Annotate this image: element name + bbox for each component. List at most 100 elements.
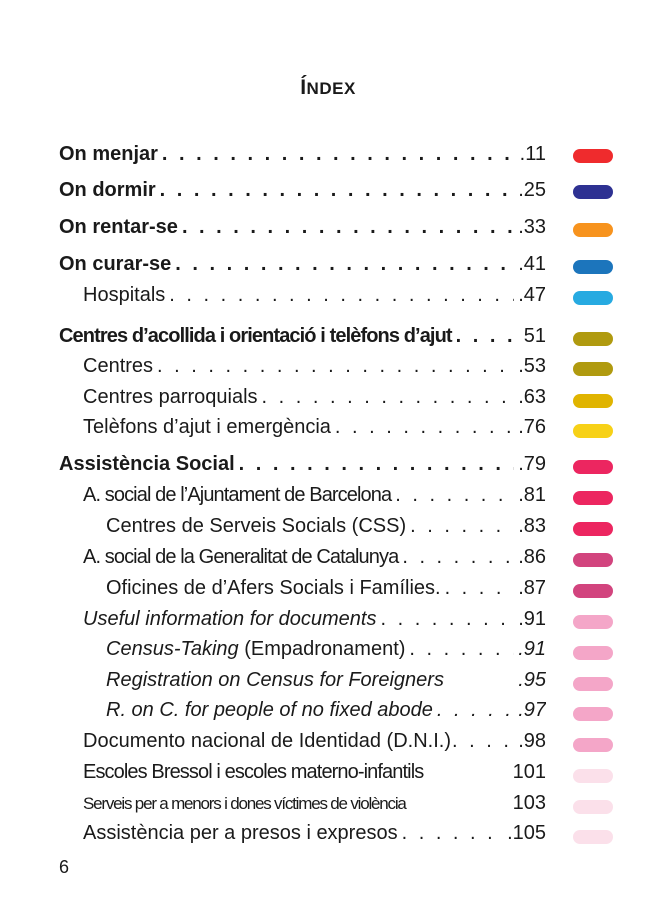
toc-entry[interactable]: Assistència Social .79 [59, 453, 546, 476]
toc-label: Assistència per a presos i expresos [83, 822, 398, 844]
toc-page: 101 [512, 761, 546, 783]
dot-leader [169, 284, 514, 307]
toc-label: A. social de la Generalitat de Catalunya [83, 546, 399, 568]
toc-label: On curar-se [59, 253, 172, 275]
toc-page: .95 [518, 669, 546, 691]
toc-row[interactable]: Useful information for documents .91 [0, 608, 656, 634]
toc-page: 103 [512, 792, 546, 814]
toc-page: .87 [518, 577, 546, 599]
toc-entry[interactable]: Centres parroquials .63 [83, 386, 546, 409]
toc-page: 51 [523, 325, 546, 347]
toc-page: .79 [518, 453, 546, 475]
toc-entry[interactable]: Centres de Serveis Socials (CSS) .83 [106, 515, 546, 538]
toc-row[interactable]: Registration on Census for Foreigners .9… [0, 669, 656, 695]
toc-entry[interactable]: On curar-se .41 [59, 253, 546, 276]
toc-row[interactable]: Documento nacional de Identidad (D.N.I.)… [0, 730, 656, 756]
color-tab [573, 522, 613, 536]
toc-entry[interactable]: A. social de l’Ajuntament de Barcelona .… [83, 484, 546, 507]
color-tab [573, 738, 613, 752]
toc-page: .83 [518, 515, 546, 537]
toc-label: Centres [83, 355, 154, 377]
toc-entry[interactable]: On rentar-se .33 [59, 216, 546, 239]
toc-entry[interactable]: R. on C. for people of no fixed abode .9… [106, 699, 546, 722]
toc-row[interactable]: Centres d’acollida i orientació i telèfo… [0, 325, 656, 351]
toc-row[interactable]: On dormir .25 [0, 179, 656, 205]
toc-label: Centres parroquials [83, 386, 258, 408]
dot-leader [402, 546, 514, 569]
toc-label: A. social de l’Ajuntament de Barcelona [83, 484, 392, 506]
color-tab [573, 362, 613, 376]
toc-page: .91 [518, 638, 546, 660]
toc-row[interactable]: R. on C. for people of no fixed abode .9… [0, 699, 656, 725]
toc-label: Assistència Social [59, 453, 235, 475]
dot-leader [380, 608, 514, 631]
toc-entry[interactable]: Hospitals .47 [83, 284, 546, 307]
toc-row[interactable]: Centres .53 [0, 355, 656, 381]
toc-entry[interactable]: Escoles Bressol i escoles materno-infant… [83, 761, 546, 784]
toc-row[interactable]: Escoles Bressol i escoles materno-infant… [0, 761, 656, 787]
toc-row[interactable]: Serveis per a menors i dones víctimes de… [0, 792, 656, 818]
page-number: 6 [59, 857, 70, 877]
toc-label: Useful information for documents [83, 608, 377, 630]
toc-row[interactable]: Census-Taking (Empadronament) .91 [0, 638, 656, 664]
dot-leader [437, 699, 514, 722]
toc-entry[interactable]: Assistència per a presos i expresos .105 [83, 822, 546, 845]
toc-page: .41 [518, 253, 546, 275]
toc-row[interactable]: Centres de Serveis Socials (CSS) .83 [0, 515, 656, 541]
dot-leader [157, 355, 514, 378]
toc-row[interactable]: Oficines de d’Afers Socials i Famílies. … [0, 577, 656, 603]
toc-row[interactable]: Telèfons d’ajut i emergència .76 [0, 416, 656, 442]
toc-entry[interactable]: Centres d’acollida i orientació i telèfo… [59, 325, 546, 348]
toc-entry[interactable]: Telèfons d’ajut i emergència .76 [83, 416, 546, 439]
color-tab [573, 460, 613, 474]
toc-page: .63 [518, 386, 546, 408]
toc-page: .11 [519, 143, 546, 165]
toc-page: .91 [518, 608, 546, 630]
toc-row[interactable]: Hospitals .47 [0, 284, 656, 310]
dot-leader [452, 730, 517, 753]
color-tab [573, 291, 613, 305]
color-tab [573, 185, 613, 199]
color-tab [573, 260, 613, 274]
color-tab [573, 646, 613, 660]
toc-entry[interactable]: A. social de la Generalitat de Catalunya… [83, 546, 546, 569]
toc-page: .97 [518, 699, 546, 721]
toc-page: .53 [518, 355, 546, 377]
toc-row[interactable]: On rentar-se .33 [0, 216, 656, 242]
toc-label: Telèfons d’ajut i emergència [83, 416, 331, 438]
toc-entry[interactable]: Oficines de d’Afers Socials i Famílies. … [106, 577, 546, 600]
dot-leader [402, 822, 503, 845]
toc-page: .81 [518, 484, 546, 506]
toc-entry[interactable]: On menjar .11 [59, 143, 546, 166]
dot-leader [162, 143, 516, 166]
toc-row[interactable]: Centres parroquials .63 [0, 386, 656, 412]
toc-row[interactable]: A. social de la Generalitat de Catalunya… [0, 546, 656, 572]
toc-page: .98 [518, 730, 546, 752]
toc-row[interactable]: Assistència Social .79 [0, 453, 656, 479]
toc-page: .47 [518, 284, 546, 306]
toc-label: Registration on Census for Foreigners [106, 669, 444, 691]
toc-page: .33 [518, 216, 546, 238]
toc-entry[interactable]: Useful information for documents .91 [83, 608, 546, 631]
toc-row[interactable]: Assistència per a presos i expresos .105 [0, 822, 656, 848]
color-tab [573, 800, 613, 814]
toc-row[interactable]: On curar-se .41 [0, 253, 656, 279]
toc-entry[interactable]: Census-Taking (Empadronament) .91 [106, 638, 546, 661]
dot-leader [456, 325, 520, 348]
toc-label: R. on C. for people of no fixed abode [106, 699, 433, 721]
toc-row[interactable]: On menjar .11 [0, 143, 656, 169]
toc-row[interactable]: A. social de l’Ajuntament de Barcelona .… [0, 484, 656, 510]
dot-leader [175, 253, 514, 276]
color-tab [573, 553, 613, 567]
toc-page: .86 [518, 546, 546, 568]
toc-entry[interactable]: Registration on Census for Foreigners .9… [106, 669, 546, 692]
toc-entry[interactable]: Serveis per a menors i dones víctimes de… [83, 792, 546, 815]
toc-entry[interactable]: Documento nacional de Identidad (D.N.I.)… [83, 730, 546, 753]
toc-page: .25 [518, 179, 546, 201]
toc-entry[interactable]: On dormir .25 [59, 179, 546, 202]
color-tab [573, 707, 613, 721]
toc-page: .76 [518, 416, 546, 438]
toc-entry[interactable]: Centres .53 [83, 355, 546, 378]
color-tab [573, 223, 613, 237]
